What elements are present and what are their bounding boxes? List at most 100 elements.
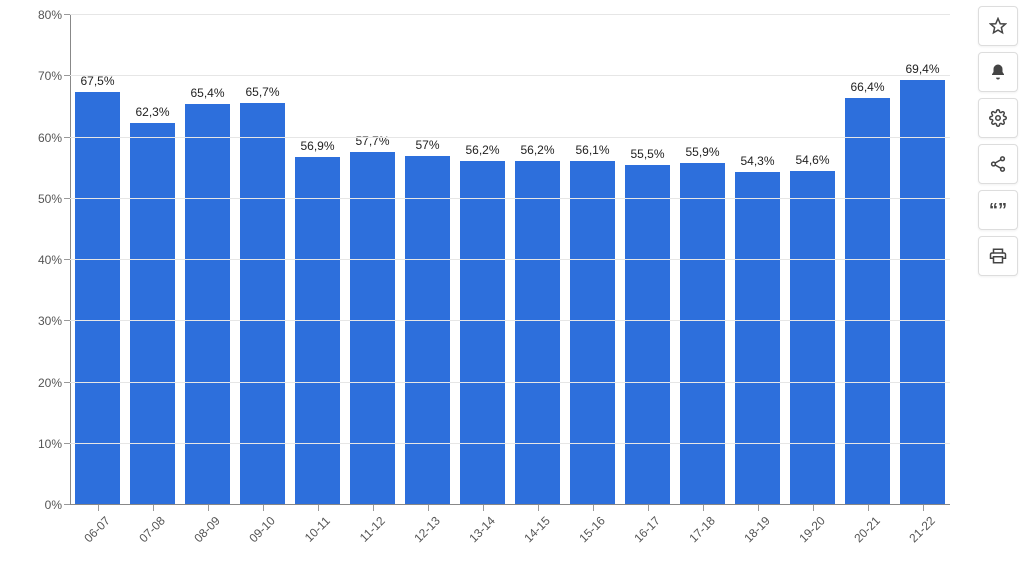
bar-slot: 57%12-13 xyxy=(400,15,455,505)
y-tick-mark xyxy=(64,259,70,260)
x-tick-label: 19-20 xyxy=(796,514,828,546)
bar-value-label: 55,9% xyxy=(685,145,719,159)
gridline xyxy=(70,75,950,76)
settings-button[interactable] xyxy=(978,98,1018,138)
bar-slot: 65,7%09-10 xyxy=(235,15,290,505)
star-icon xyxy=(989,17,1007,35)
gridline xyxy=(70,320,950,321)
y-tick-label: 80% xyxy=(38,8,62,22)
bar-value-label: 56,2% xyxy=(465,143,499,157)
y-tick-mark xyxy=(64,75,70,76)
bar[interactable]: 56,1% xyxy=(570,161,615,505)
plot-area: 67,5%06-0762,3%07-0865,4%08-0965,7%09-10… xyxy=(70,15,950,505)
notifications-button[interactable] xyxy=(978,52,1018,92)
x-tick-label: 16-17 xyxy=(631,514,663,546)
x-tick-label: 11-12 xyxy=(356,514,387,545)
bar-value-label: 55,5% xyxy=(630,147,664,161)
bar[interactable]: 55,9% xyxy=(680,163,725,505)
x-tick-label: 12-13 xyxy=(411,514,443,546)
gear-icon xyxy=(989,109,1007,127)
bar-slot: 56,1%15-16 xyxy=(565,15,620,505)
bar-value-label: 56,1% xyxy=(575,143,609,157)
y-tick-label: 70% xyxy=(38,69,62,83)
x-tick-mark xyxy=(373,505,374,511)
x-tick-mark xyxy=(813,505,814,511)
bar-slot: 55,5%16-17 xyxy=(620,15,675,505)
x-tick-label: 15-16 xyxy=(576,514,608,546)
bar[interactable]: 54,6% xyxy=(790,171,835,505)
gridline xyxy=(70,382,950,383)
y-tick-mark xyxy=(64,504,70,505)
bar[interactable]: 65,7% xyxy=(240,103,285,505)
bar-value-label: 57% xyxy=(415,138,439,152)
bar[interactable]: 69,4% xyxy=(900,80,945,505)
x-tick-mark xyxy=(923,505,924,511)
bar-slot: 56,9%10-11 xyxy=(290,15,345,505)
y-tick-mark xyxy=(64,198,70,199)
favorite-button[interactable] xyxy=(978,6,1018,46)
share-button[interactable] xyxy=(978,144,1018,184)
bar-slot: 67,5%06-07 xyxy=(70,15,125,505)
gridline xyxy=(70,259,950,260)
bar[interactable]: 65,4% xyxy=(185,104,230,505)
bar-value-label: 65,7% xyxy=(245,85,279,99)
x-tick-mark xyxy=(318,505,319,511)
x-tick-mark xyxy=(703,505,704,511)
x-tick-label: 14-15 xyxy=(521,514,553,546)
x-tick-mark xyxy=(208,505,209,511)
bar-slot: 54,3%18-19 xyxy=(730,15,785,505)
gridline xyxy=(70,198,950,199)
vaccination-bar-chart: Porcentaje de adultos vacunados 67,5%06-… xyxy=(0,0,965,575)
bar-slot: 69,4%21-22 xyxy=(895,15,950,505)
bar-value-label: 56,2% xyxy=(520,143,554,157)
x-tick-label: 10-11 xyxy=(301,514,332,545)
y-tick-mark xyxy=(64,443,70,444)
x-tick-label: 18-19 xyxy=(741,514,773,546)
bars-row: 67,5%06-0762,3%07-0865,4%08-0965,7%09-10… xyxy=(70,15,950,505)
x-tick-mark xyxy=(153,505,154,511)
bell-icon xyxy=(989,63,1007,81)
bar[interactable]: 56,2% xyxy=(460,161,505,505)
bar-slot: 57,7%11-12 xyxy=(345,15,400,505)
bar[interactable]: 57% xyxy=(405,156,450,505)
bar[interactable]: 57,7% xyxy=(350,152,395,505)
x-tick-mark xyxy=(263,505,264,511)
bar-slot: 55,9%17-18 xyxy=(675,15,730,505)
bar-slot: 54,6%19-20 xyxy=(785,15,840,505)
gridline xyxy=(70,443,950,444)
x-tick-label: 07-08 xyxy=(136,514,168,546)
bar[interactable]: 66,4% xyxy=(845,98,890,505)
x-tick-mark xyxy=(428,505,429,511)
bar-slot: 65,4%08-09 xyxy=(180,15,235,505)
y-tick-mark xyxy=(64,320,70,321)
bar[interactable]: 62,3% xyxy=(130,123,175,505)
citation-button[interactable]: “” xyxy=(978,190,1018,230)
x-tick-mark xyxy=(758,505,759,511)
y-tick-label: 60% xyxy=(38,131,62,145)
print-button[interactable] xyxy=(978,236,1018,276)
bar-slot: 62,3%07-08 xyxy=(125,15,180,505)
x-tick-label: 17-18 xyxy=(686,514,718,546)
y-tick-label: 30% xyxy=(38,314,62,328)
bar-value-label: 65,4% xyxy=(190,86,224,100)
y-tick-label: 10% xyxy=(38,437,62,451)
bar[interactable]: 55,5% xyxy=(625,165,670,505)
y-tick-label: 0% xyxy=(45,498,62,512)
y-tick-mark xyxy=(64,14,70,15)
bar-value-label: 62,3% xyxy=(135,105,169,119)
gridline xyxy=(70,504,950,505)
x-tick-mark xyxy=(648,505,649,511)
x-tick-mark xyxy=(538,505,539,511)
bar-value-label: 54,3% xyxy=(740,154,774,168)
gridline xyxy=(70,14,950,15)
quote-icon: “” xyxy=(989,201,1007,219)
bar[interactable]: 56,9% xyxy=(295,157,340,506)
y-tick-mark xyxy=(64,382,70,383)
x-tick-mark xyxy=(483,505,484,511)
bar-value-label: 69,4% xyxy=(905,62,939,76)
bar[interactable]: 56,2% xyxy=(515,161,560,505)
bar[interactable]: 54,3% xyxy=(735,172,780,505)
x-tick-label: 08-09 xyxy=(191,514,223,546)
x-tick-label: 06-07 xyxy=(81,514,113,546)
x-tick-label: 20-21 xyxy=(851,514,883,546)
